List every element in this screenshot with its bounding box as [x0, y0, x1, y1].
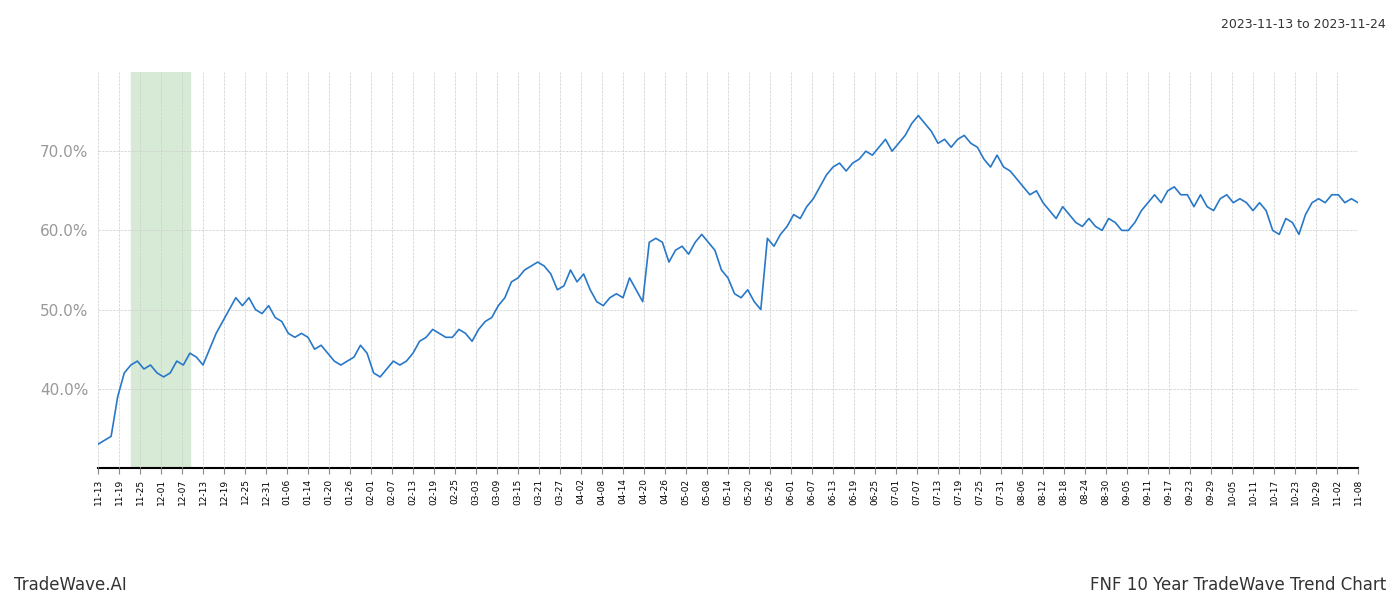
- Bar: [130, 72, 190, 468]
- Text: TradeWave.AI: TradeWave.AI: [14, 576, 127, 594]
- Text: 2023-11-13 to 2023-11-24: 2023-11-13 to 2023-11-24: [1221, 18, 1386, 31]
- Text: FNF 10 Year TradeWave Trend Chart: FNF 10 Year TradeWave Trend Chart: [1089, 576, 1386, 594]
